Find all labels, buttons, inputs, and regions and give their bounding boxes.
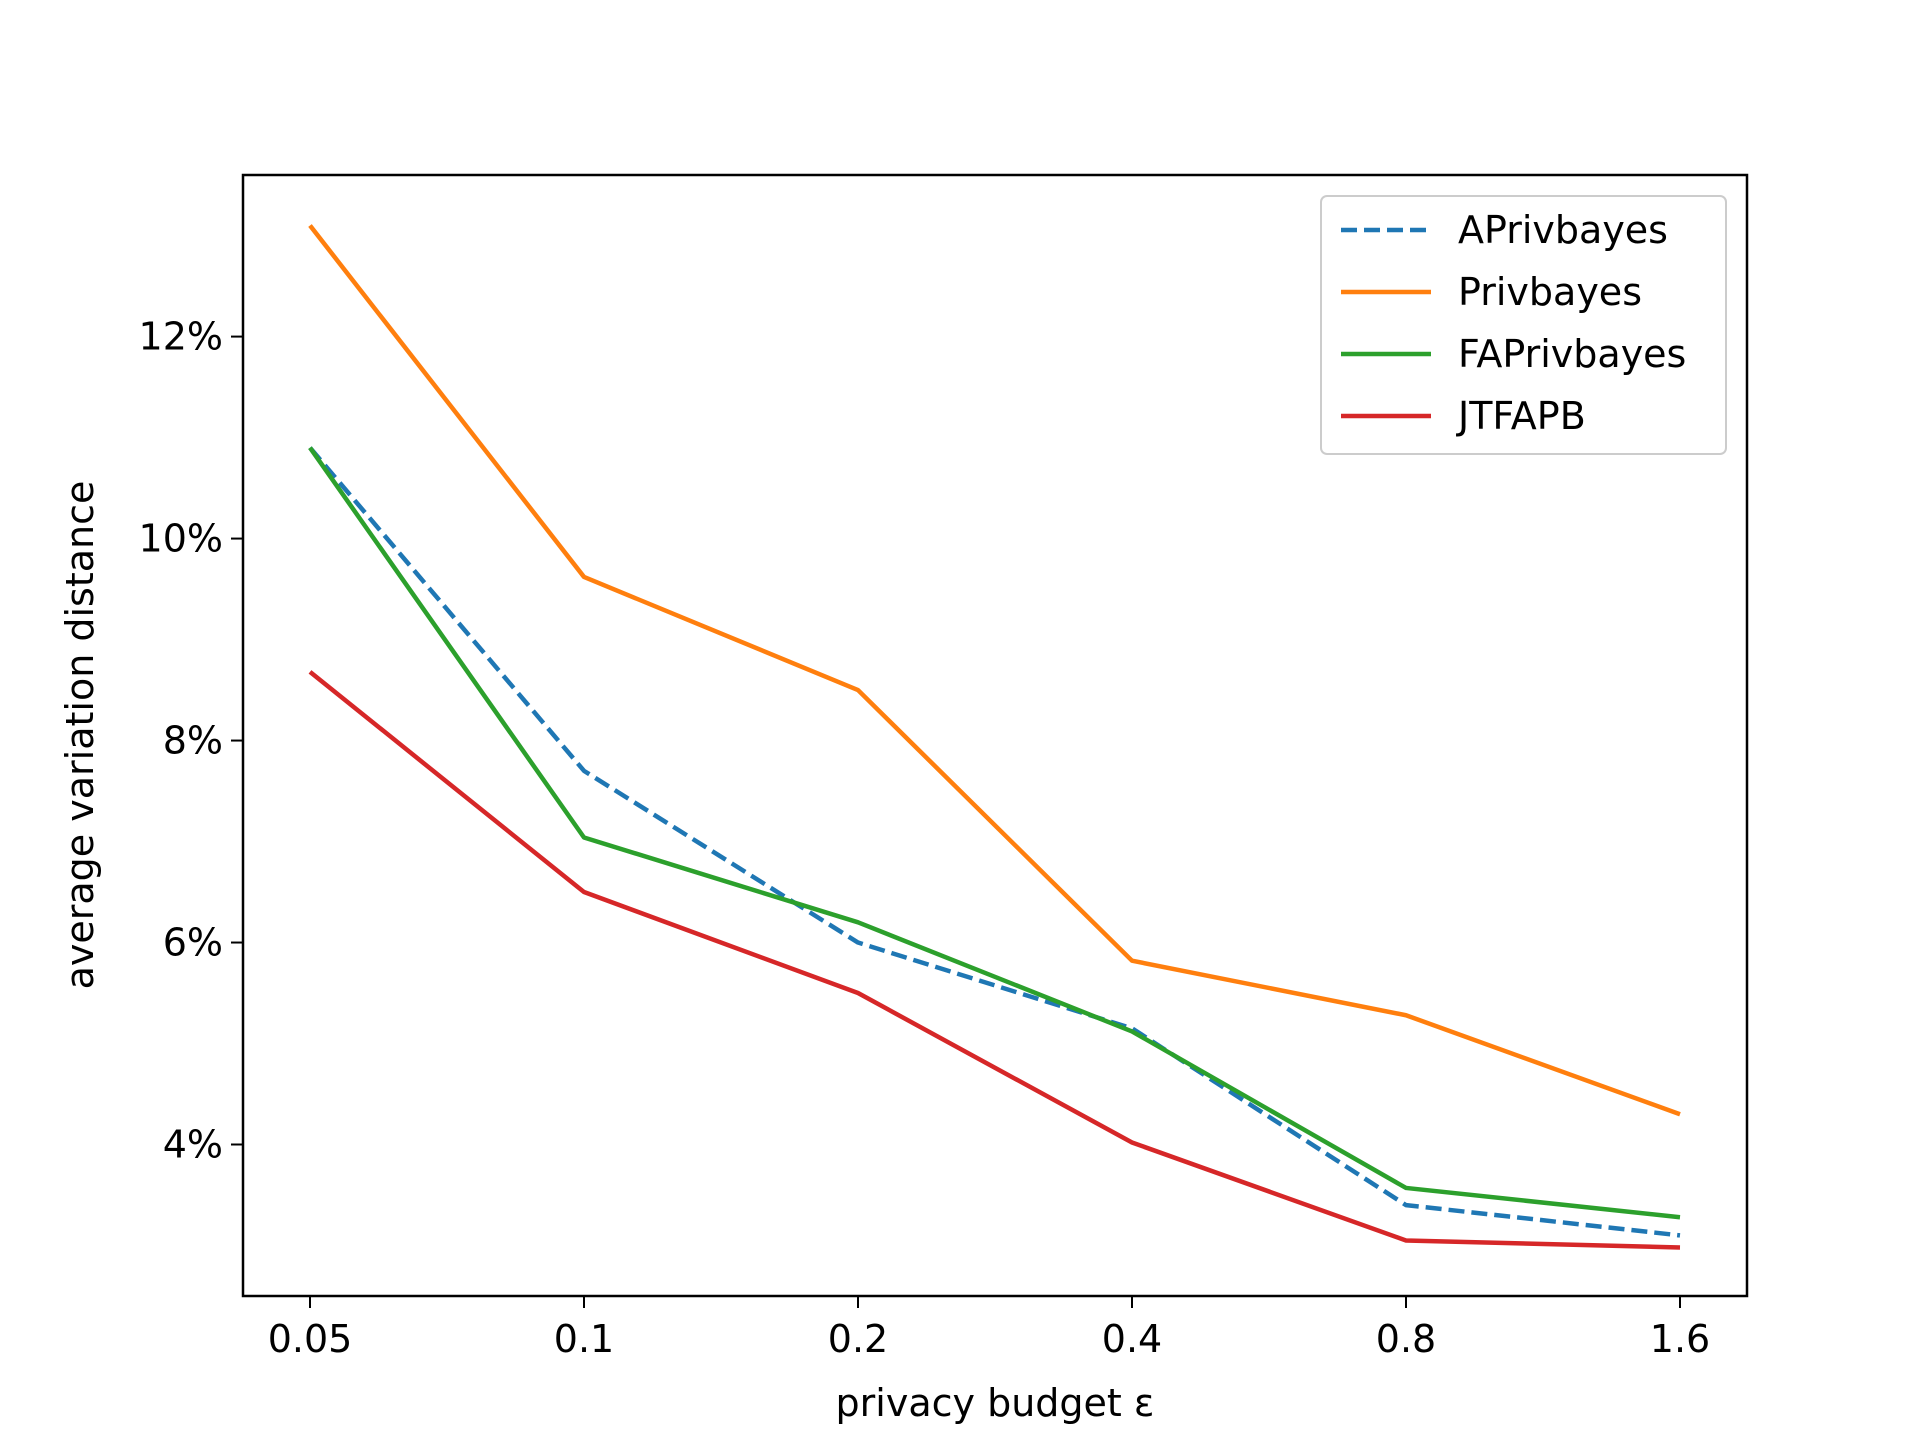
legend-label: Privbayes xyxy=(1458,270,1642,314)
series-line-faprivbayes xyxy=(308,446,1681,1220)
legend-label: FAPrivbayes xyxy=(1458,332,1686,376)
plot-frame xyxy=(241,173,1749,1298)
x-tick-label: 1.6 xyxy=(1650,1317,1710,1361)
x-axis-label: privacy budget ε xyxy=(836,1381,1155,1425)
legend: APrivbayes Privbayes FAPrivbayes JTFAPB xyxy=(1320,195,1727,455)
x-tick-label: 0.8 xyxy=(1376,1317,1436,1361)
y-axis-label: average variation distance xyxy=(58,481,102,990)
series-line-privbayes xyxy=(308,224,1681,1117)
x-tick-label: 0.05 xyxy=(268,1317,353,1361)
series-line-jtfapb xyxy=(308,670,1681,1250)
legend-label: JTFAPB xyxy=(1456,394,1586,438)
legend-entries: APrivbayes Privbayes FAPrivbayes JTFAPB xyxy=(1341,208,1686,438)
x-tick-label: 0.4 xyxy=(1102,1317,1162,1361)
x-tick-label: 0.2 xyxy=(828,1317,888,1361)
y-tick-label: 6% xyxy=(163,921,223,965)
y-axis: 4% 6% 8% 10% 12% xyxy=(139,315,243,1167)
series-lines xyxy=(308,224,1681,1250)
x-axis: 0.05 0.1 0.2 0.4 0.8 1.6 xyxy=(268,1296,1710,1361)
y-tick-label: 4% xyxy=(163,1123,223,1167)
legend-label: APrivbayes xyxy=(1458,208,1668,252)
series-line-aprivbayes xyxy=(308,446,1681,1238)
legend-frame xyxy=(1320,195,1727,455)
y-tick-label: 10% xyxy=(139,517,223,561)
x-tick-label: 0.1 xyxy=(554,1317,614,1361)
y-tick-label: 12% xyxy=(139,315,223,359)
y-tick-label: 8% xyxy=(163,719,223,763)
